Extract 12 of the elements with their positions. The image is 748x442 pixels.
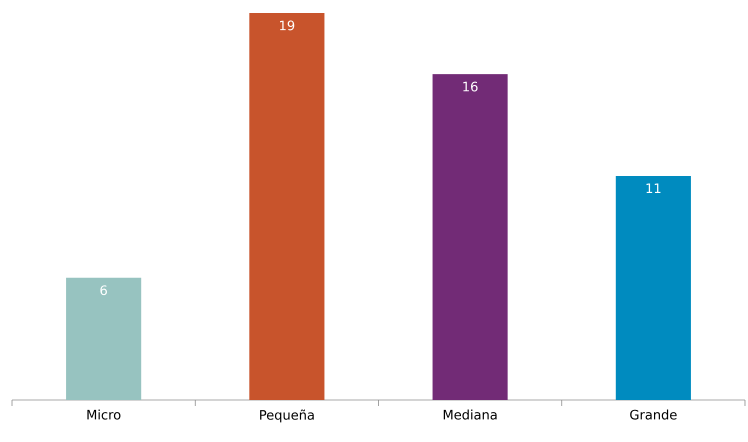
x-tick-label: Grande [630,410,677,420]
x-tick-label: Pequeña [260,410,314,422]
x-tick-label: Micro [87,410,120,420]
bar [249,12,324,400]
data-label: 11 [646,183,660,193]
data-label: 19 [280,20,294,30]
x-tick-label: Mediana [444,410,497,420]
bar [432,74,508,400]
data-label: 6 [100,285,107,296]
data-label: 16 [463,82,478,92]
bar [616,176,691,400]
bar [66,278,142,400]
